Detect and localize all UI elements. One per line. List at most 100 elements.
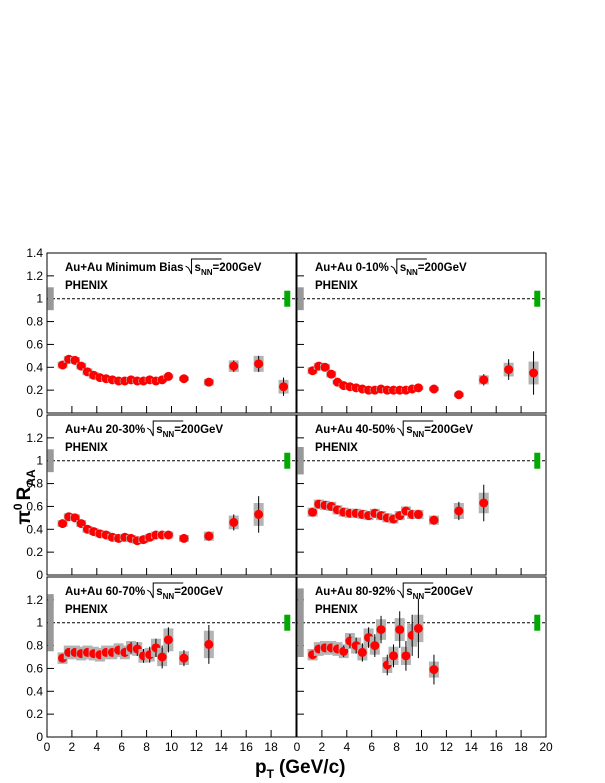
y-tick-label: 1.4 <box>26 246 43 260</box>
x-tick-label: 20 <box>539 740 553 754</box>
y-tick-label: 0.4 <box>26 684 43 698</box>
data-point <box>339 646 349 656</box>
data-point <box>204 639 214 649</box>
data-point <box>58 360 68 370</box>
x-tick-label: 4 <box>343 740 350 754</box>
x-tick-label: 16 <box>490 740 504 754</box>
y-tick-label: 0.2 <box>26 383 43 397</box>
x-tick-label: 10 <box>415 740 429 754</box>
x-tick-label: 18 <box>264 740 278 754</box>
normalization-box <box>534 452 541 469</box>
x-label-unit: (GeV/c) <box>279 757 346 778</box>
y-tick-label: 0.2 <box>26 545 43 559</box>
data-point <box>254 359 264 369</box>
experiment-label: PHENIX <box>65 604 108 616</box>
y-tick-label: 0.4 <box>26 360 43 374</box>
panel-frame <box>296 576 547 738</box>
normalization-box <box>47 449 54 473</box>
panel-title: Au+Au 0-10% <box>315 262 389 274</box>
data-point <box>413 509 423 519</box>
normalization-box <box>284 452 291 469</box>
experiment-label: PHENIX <box>315 442 358 454</box>
normalization-box <box>297 447 304 475</box>
data-point <box>529 368 539 378</box>
energy-var: s <box>156 424 162 436</box>
data-point <box>229 361 239 371</box>
x-tick-label: 8 <box>393 740 400 754</box>
y-tick-label: 0.6 <box>26 499 43 513</box>
x-tick-label: 14 <box>465 740 479 754</box>
normalization-box <box>297 588 304 657</box>
energy-value: =200GeV <box>213 262 262 274</box>
sqrt-sign <box>146 582 184 599</box>
data-point <box>454 506 464 516</box>
data-point <box>70 355 80 365</box>
data-point <box>58 519 68 529</box>
data-point <box>179 374 189 384</box>
sqrt-sign <box>390 258 427 275</box>
experiment-label: PHENIX <box>315 604 358 616</box>
data-point <box>179 653 189 663</box>
x-tick-label: 8 <box>143 740 150 754</box>
data-point <box>76 361 86 371</box>
data-point <box>157 652 167 662</box>
x-axis-label: pT (GeV/c) <box>255 757 345 781</box>
energy-sub: NN <box>163 430 175 439</box>
y-label-pi: π <box>14 510 35 525</box>
y-label-sup: 0 <box>11 503 25 510</box>
data-point <box>429 515 439 525</box>
data-point <box>429 665 439 675</box>
y-tick-label: 1.2 <box>26 269 43 283</box>
x-tick-label: 14 <box>215 740 229 754</box>
normalization-box <box>47 287 54 311</box>
energy-value: =200GeV <box>424 586 473 598</box>
data-point <box>320 362 330 372</box>
data-point <box>429 384 439 394</box>
y-tick-label: 0 <box>36 730 43 744</box>
data-point <box>388 651 398 661</box>
data-point <box>204 377 214 387</box>
energy-label: sNN=200GeV <box>406 586 473 601</box>
x-tick-label: 18 <box>514 740 528 754</box>
sqrt-sign <box>185 258 222 275</box>
y-tick-label: 0.8 <box>26 477 43 491</box>
energy-var: s <box>406 586 412 598</box>
y-tick-label: 0.2 <box>26 707 43 721</box>
data-point <box>376 625 386 635</box>
energy-var: s <box>195 262 201 274</box>
data-point <box>279 382 289 392</box>
data-point <box>413 383 423 393</box>
data-point <box>179 533 189 543</box>
data-point <box>204 531 214 541</box>
data-point <box>479 498 489 508</box>
panel-title: Au+Au 20-30% <box>65 424 145 436</box>
data-point <box>479 375 489 385</box>
panel-title: Au+Au 40-50% <box>315 424 395 436</box>
data-point <box>326 369 336 379</box>
experiment-label: PHENIX <box>65 280 108 292</box>
data-point <box>229 517 239 527</box>
data-point <box>163 635 173 645</box>
panel-title: Au+Au 60-70% <box>65 586 145 598</box>
energy-var: s <box>156 586 162 598</box>
y-label-r: R <box>14 486 35 500</box>
energy-sub: NN <box>413 430 425 439</box>
y-tick-label: 0 <box>36 406 43 420</box>
x-tick-label: 12 <box>190 740 204 754</box>
normalization-box <box>297 287 304 311</box>
energy-value: =200GeV <box>174 586 223 598</box>
energy-var: s <box>400 262 406 274</box>
data-point <box>370 641 380 651</box>
sqrt-sign <box>396 420 434 437</box>
energy-var: s <box>406 424 412 436</box>
x-tick-label: 4 <box>93 740 100 754</box>
y-tick-label: 1 <box>36 616 43 630</box>
energy-value: =200GeV <box>418 262 467 274</box>
data-point <box>70 513 80 523</box>
energy-sub: NN <box>406 268 418 277</box>
energy-sub: NN <box>201 268 213 277</box>
y-tick-label: 1.2 <box>26 431 43 445</box>
energy-label: sNN=200GeV <box>156 424 223 439</box>
y-axis-label: π0 RAA <box>11 469 38 525</box>
